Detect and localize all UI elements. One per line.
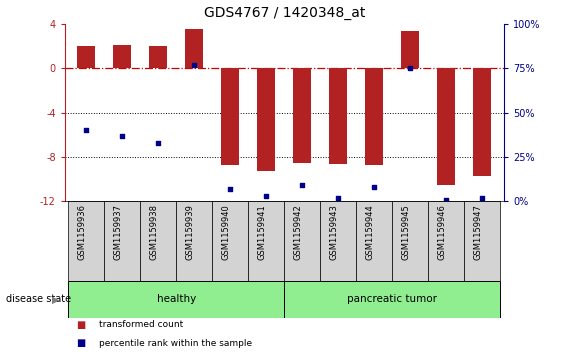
Text: GSM1159944: GSM1159944 bbox=[365, 204, 374, 260]
Point bbox=[442, 197, 451, 203]
Bar bbox=[149, 46, 167, 68]
Point bbox=[478, 195, 487, 201]
Bar bbox=[176, 201, 212, 281]
Text: ■: ■ bbox=[76, 320, 85, 330]
Point bbox=[406, 65, 415, 71]
Title: GDS4767 / 1420348_at: GDS4767 / 1420348_at bbox=[204, 6, 365, 20]
Bar bbox=[284, 281, 501, 318]
Bar bbox=[68, 201, 104, 281]
Bar bbox=[365, 68, 383, 165]
Bar bbox=[293, 68, 311, 163]
Bar bbox=[392, 201, 428, 281]
Point bbox=[190, 62, 199, 68]
Text: transformed count: transformed count bbox=[99, 321, 183, 329]
Point bbox=[82, 127, 91, 133]
Text: GSM1159937: GSM1159937 bbox=[113, 204, 122, 260]
Point bbox=[118, 133, 127, 139]
Bar bbox=[212, 201, 248, 281]
Bar bbox=[356, 201, 392, 281]
Bar bbox=[140, 201, 176, 281]
Text: pancreatic tumor: pancreatic tumor bbox=[347, 294, 437, 305]
Bar bbox=[77, 46, 95, 68]
Text: ■: ■ bbox=[76, 338, 85, 348]
Bar bbox=[68, 281, 284, 318]
Bar bbox=[284, 201, 320, 281]
Bar bbox=[401, 31, 419, 68]
Text: percentile rank within the sample: percentile rank within the sample bbox=[99, 339, 252, 347]
Bar bbox=[437, 68, 455, 185]
Text: healthy: healthy bbox=[157, 294, 196, 305]
Text: disease state: disease state bbox=[6, 294, 71, 305]
Bar bbox=[464, 201, 501, 281]
Bar bbox=[320, 201, 356, 281]
Bar bbox=[428, 201, 464, 281]
Bar bbox=[185, 29, 203, 68]
Text: GSM1159939: GSM1159939 bbox=[185, 204, 194, 260]
Bar bbox=[329, 68, 347, 164]
Point bbox=[370, 184, 379, 190]
Bar bbox=[104, 201, 140, 281]
Point bbox=[298, 183, 307, 188]
Text: GSM1159940: GSM1159940 bbox=[221, 204, 230, 260]
Point bbox=[226, 186, 235, 192]
Point bbox=[154, 140, 163, 146]
Text: GSM1159946: GSM1159946 bbox=[437, 204, 446, 260]
Text: GSM1159942: GSM1159942 bbox=[293, 204, 302, 260]
Text: GSM1159938: GSM1159938 bbox=[149, 204, 158, 260]
Text: GSM1159936: GSM1159936 bbox=[77, 204, 86, 260]
Bar bbox=[257, 68, 275, 171]
Bar bbox=[113, 45, 131, 68]
Point bbox=[334, 195, 343, 201]
Text: ▶: ▶ bbox=[52, 294, 59, 305]
Bar bbox=[221, 68, 239, 165]
Text: GSM1159947: GSM1159947 bbox=[473, 204, 482, 260]
Text: GSM1159941: GSM1159941 bbox=[257, 204, 266, 260]
Bar bbox=[473, 68, 491, 176]
Bar bbox=[248, 201, 284, 281]
Text: GSM1159945: GSM1159945 bbox=[401, 204, 410, 260]
Point bbox=[262, 193, 271, 199]
Text: GSM1159943: GSM1159943 bbox=[329, 204, 338, 260]
